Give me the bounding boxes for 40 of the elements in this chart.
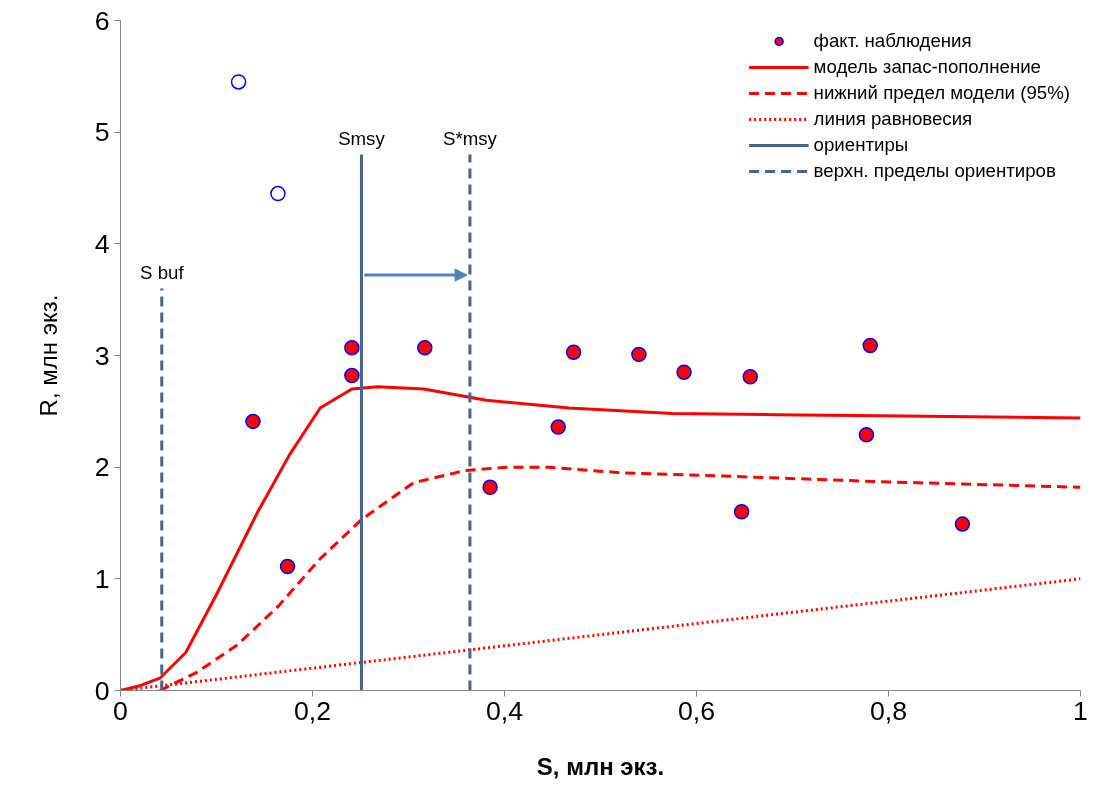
legend-label: модель запас-пополнение [813, 56, 1041, 78]
y-axis-title: R, млн экз. [34, 294, 62, 417]
point [954, 516, 971, 532]
point [858, 427, 875, 443]
point [344, 367, 360, 384]
legend-label: линия равновесия [813, 108, 973, 130]
point [230, 74, 247, 90]
point [344, 339, 360, 356]
point [550, 419, 567, 435]
x-tick-label: 0,2 [293, 695, 332, 726]
x-tick-label: 1 [1073, 695, 1088, 726]
y-tick-label: 2 [94, 452, 110, 483]
y-tick-label: 3 [94, 340, 110, 371]
y-tick-label: 5 [94, 117, 110, 148]
x-tick-label: 0,8 [869, 695, 908, 726]
legend-label: нижний предел модели (95%) [813, 82, 1070, 104]
point [742, 368, 759, 385]
y-tick-label: 4 [94, 228, 110, 259]
point [631, 346, 647, 363]
x-tick-label: 0,6 [677, 695, 716, 726]
point [417, 339, 433, 356]
x-tick-label: 0,4 [485, 695, 524, 726]
point [270, 185, 286, 202]
annotation: S*msy [442, 127, 498, 149]
point [245, 413, 261, 430]
point [279, 558, 296, 575]
point [482, 479, 498, 495]
point [676, 364, 692, 380]
annotation: S buf [140, 261, 185, 283]
point [565, 344, 582, 360]
y-tick-label: 6 [94, 5, 110, 36]
annotation: Smsy [338, 127, 386, 149]
y-tick-label: 0 [94, 675, 110, 706]
legend-label: факт. наблюдения [813, 30, 972, 52]
x-axis-title: S, млн экз. [536, 752, 665, 780]
legend-label: верхн. пределы ориентиров [813, 160, 1056, 182]
legend-label: ориентиры [813, 134, 909, 156]
y-tick-label: 1 [94, 563, 110, 594]
point [733, 504, 750, 520]
point [862, 337, 879, 354]
